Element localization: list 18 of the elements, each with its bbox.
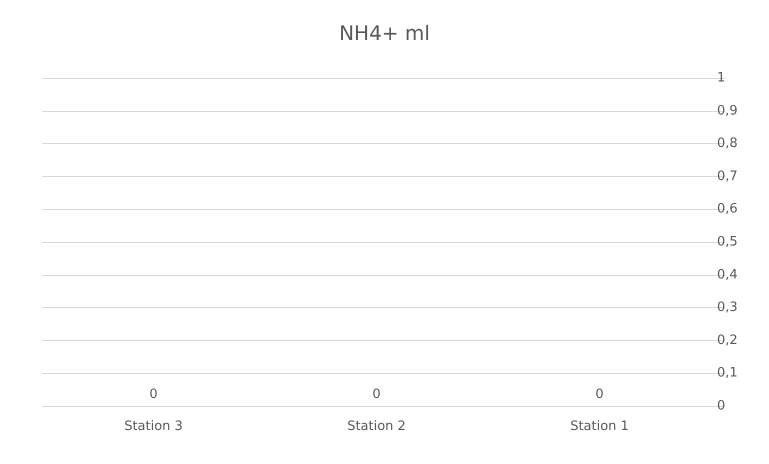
x-tick-label: Station 1 bbox=[570, 419, 629, 434]
y-tick-label: 0,7 bbox=[717, 168, 738, 184]
y-tick-label: 1 bbox=[717, 70, 726, 86]
y-tick-label: 0,2 bbox=[717, 332, 738, 348]
x-tick-label: Station 2 bbox=[347, 419, 406, 434]
chart-title: NH4+ ml bbox=[339, 21, 430, 45]
x-tick-label: Station 3 bbox=[124, 419, 183, 434]
y-tick-label: 0,6 bbox=[717, 202, 738, 217]
data-label: 0 bbox=[595, 387, 604, 402]
y-tick-label: 0,3 bbox=[717, 300, 738, 316]
y-tick-label: 0,1 bbox=[717, 366, 738, 381]
y-tick-label: 0,4 bbox=[717, 267, 738, 282]
y-tick-label: 0 bbox=[717, 398, 726, 414]
data-label: 0 bbox=[372, 387, 381, 402]
y-tick-label: 0,5 bbox=[717, 234, 738, 250]
data-label: 0 bbox=[149, 387, 158, 402]
y-tick-label: 0,9 bbox=[717, 103, 738, 118]
y-tick-label: 0,8 bbox=[717, 136, 738, 152]
